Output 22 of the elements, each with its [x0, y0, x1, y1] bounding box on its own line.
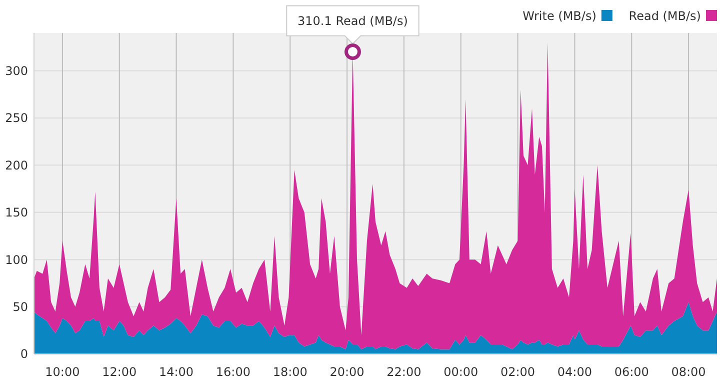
y-tick-label: 0: [20, 347, 28, 362]
x-tick-label: 02:00: [500, 365, 536, 379]
y-tick-label: 100: [5, 252, 28, 267]
y-tick-label: 200: [5, 158, 28, 172]
x-tick-label: 22:00: [386, 365, 422, 379]
legend-label: Write (MB/s): [522, 9, 596, 23]
x-tick-label: 16:00: [216, 365, 251, 379]
x-tick-label: 04:00: [557, 365, 592, 379]
x-tick-label: 06:00: [614, 365, 649, 379]
annotation: 310.1 Read (MB/s): [298, 14, 408, 28]
x-tick-label: 08:00: [671, 365, 706, 379]
x-tick-label: 00:00: [444, 365, 478, 379]
x-tick-label: 20:00: [330, 365, 364, 379]
y-tick-label: 150: [5, 206, 28, 220]
x-tick-label: 18:00: [272, 365, 308, 379]
x-tick-label: 12:00: [102, 365, 137, 379]
legend-label: Read (MB/s): [628, 9, 701, 23]
y-tick-label: 50: [12, 300, 28, 314]
x-tick-label: 10:00: [45, 365, 80, 379]
y-tick-label: 300: [5, 64, 28, 78]
y-tick-label: 250: [5, 111, 28, 126]
x-tick-label: 14:00: [158, 365, 194, 379]
